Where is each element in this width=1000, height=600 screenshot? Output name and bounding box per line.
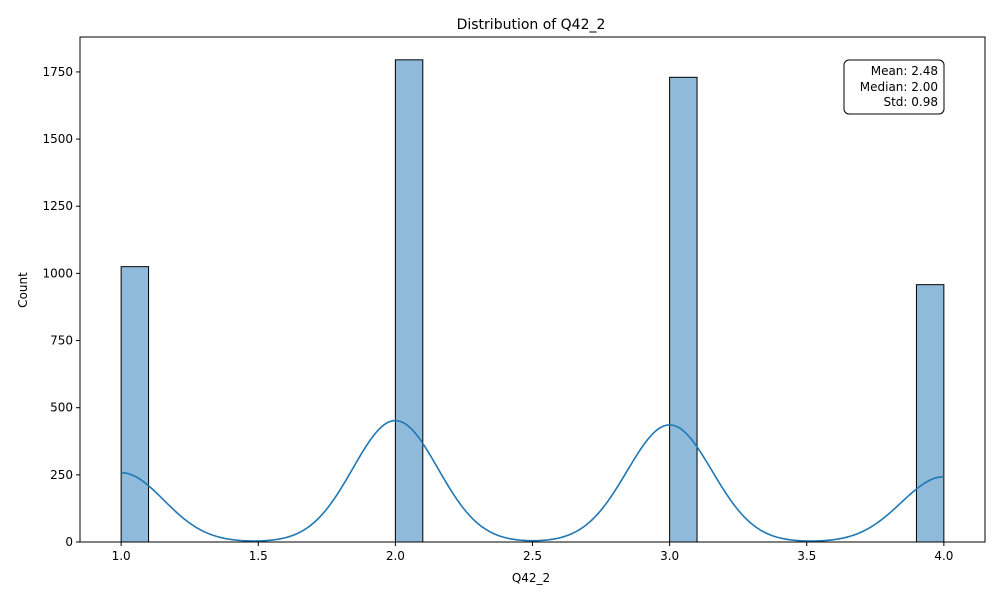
kde-line [121,419,944,542]
stats-box: Mean: 2.48 Median: 2.00 Std: 0.98 [843,59,945,115]
x-tick-label: 2.0 [386,549,405,563]
x-tick-label: 4.0 [934,549,953,563]
y-tick-label: 1250 [42,199,73,213]
y-tick-label: 500 [50,401,73,415]
kde-group [121,419,944,542]
histogram-bar-4 [915,284,945,543]
x-axis-label: Q42_2 [512,571,550,585]
x-tick-label: 3.0 [660,549,679,563]
y-tick-label: 1750 [42,65,73,79]
stats-box-frame [843,59,945,115]
x-tick-label: 1.0 [112,549,131,563]
y-tick-label: 0 [65,535,73,549]
y-tick-label: 1500 [42,132,73,146]
bars-group [120,59,945,543]
chart-title: Distribution of Q42_2 [457,17,606,33]
histogram-bar-2 [394,59,424,543]
y-axis-ticks: 0 250 500 750 1000 1250 1500 1750 [42,65,80,549]
x-tick-label: 1.5 [249,549,268,563]
x-tick-label: 3.5 [797,549,816,563]
y-tick-label: 250 [50,468,73,482]
histogram-bar-1 [120,266,150,543]
y-tick-label: 750 [50,334,73,348]
histogram-bar-3 [669,76,698,543]
x-axis-ticks: 1.0 1.5 2.0 2.5 3.0 3.5 4.0 [112,542,953,563]
stats-std: Std: 0.98 [883,95,938,109]
y-tick-label: 1000 [42,266,73,280]
stats-mean: Mean: 2.48 [871,64,938,78]
stats-median: Median: 2.00 [860,80,938,94]
x-tick-label: 2.5 [523,549,542,563]
y-axis-label: Count [16,272,30,308]
